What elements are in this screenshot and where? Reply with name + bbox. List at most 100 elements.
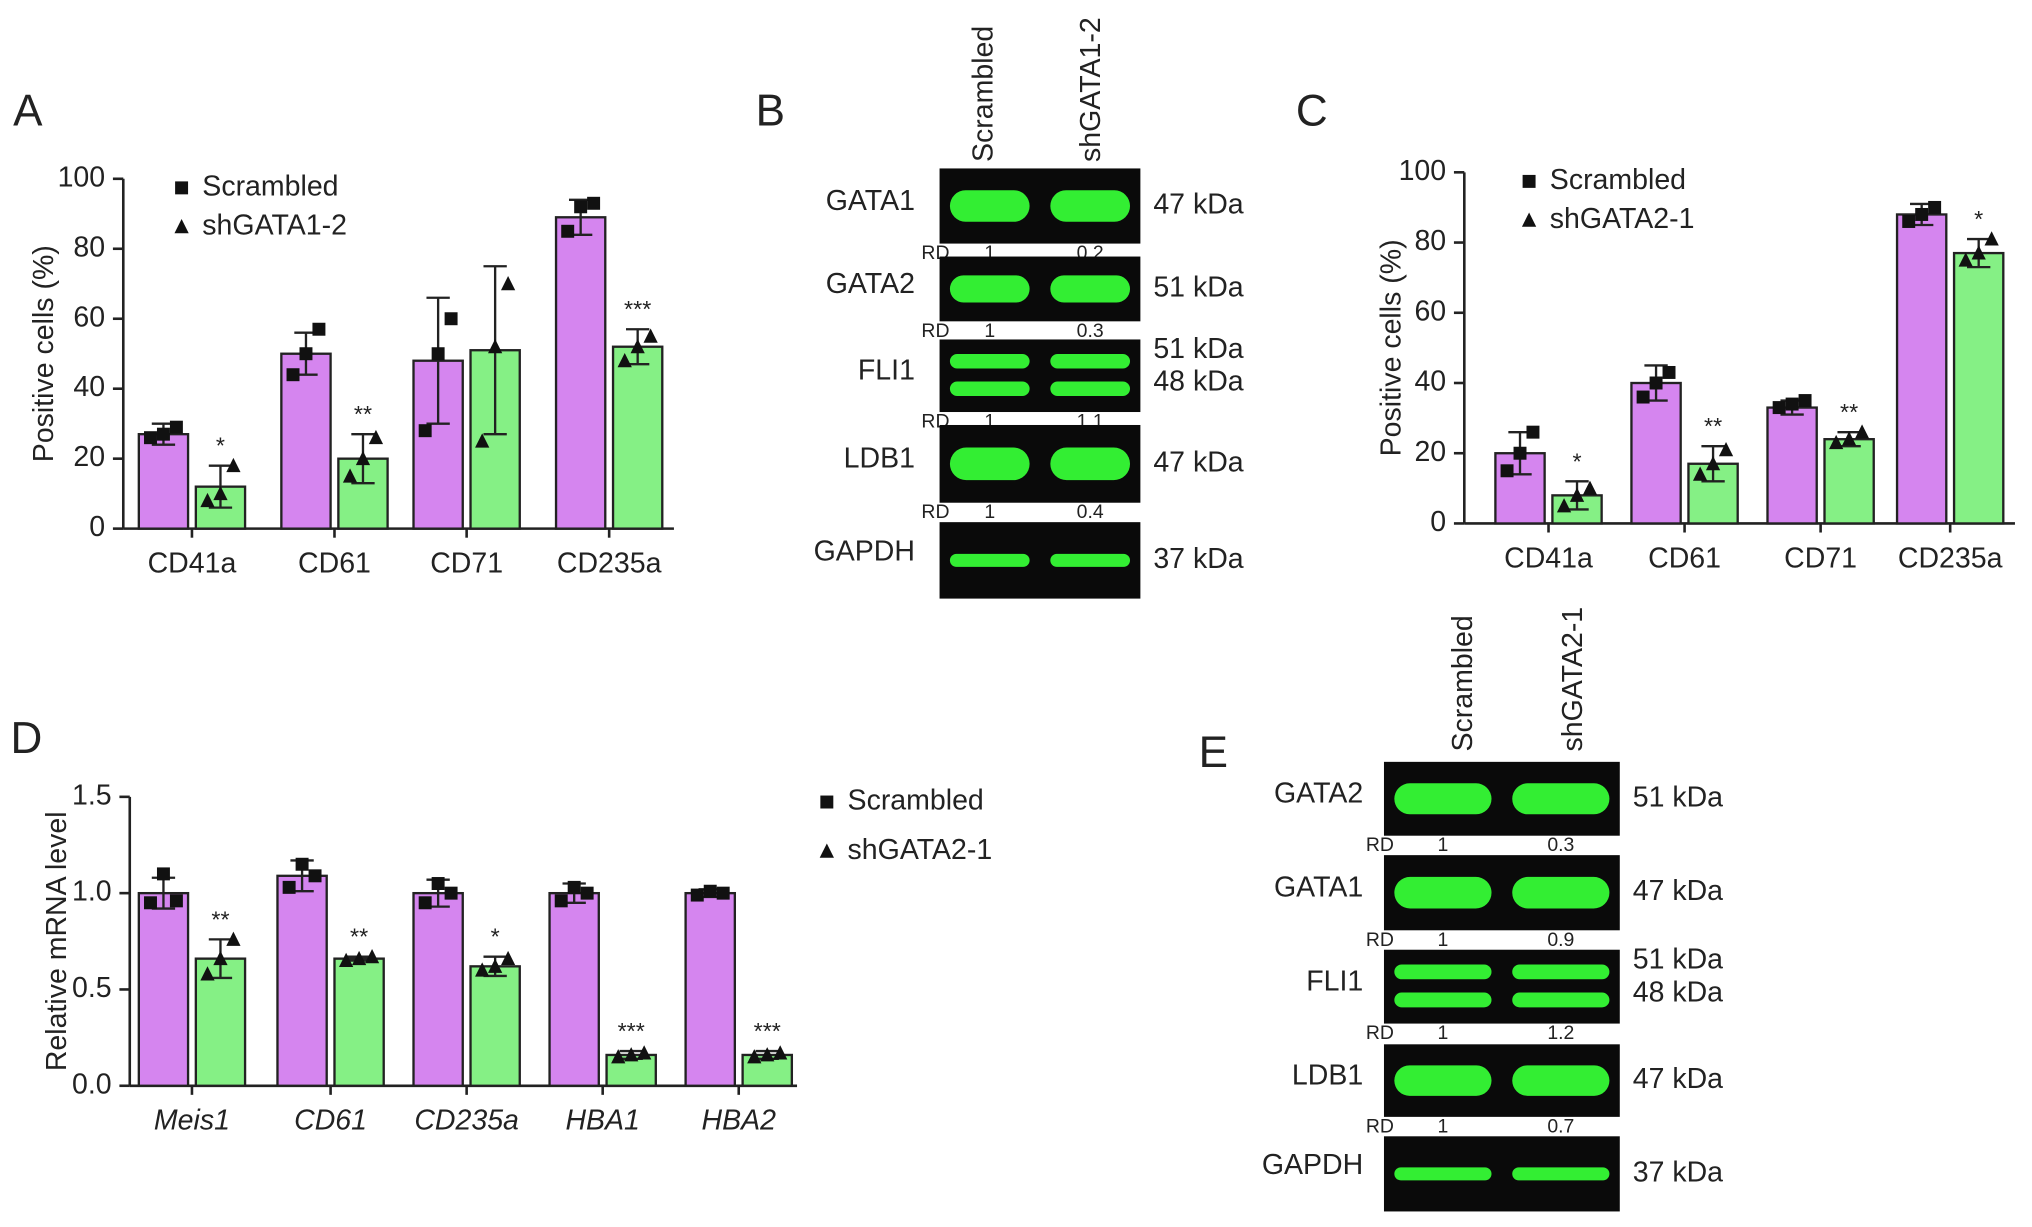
data-point xyxy=(643,328,658,343)
blot-band xyxy=(1050,553,1131,567)
y-tick-label: 1.5 xyxy=(72,779,112,811)
legend-label: Scrambled xyxy=(202,170,338,202)
data-point xyxy=(690,888,704,902)
blot-strip xyxy=(939,339,1141,413)
legend-label: Scrambled xyxy=(848,785,984,817)
blot-band xyxy=(1512,783,1610,815)
panel-letter: E xyxy=(1199,728,1228,777)
rd-value: 1 xyxy=(984,411,995,433)
data-point xyxy=(587,196,601,210)
data-point xyxy=(1928,200,1942,214)
x-tick-label: CD61 xyxy=(298,547,371,579)
kda-label: 37 kDa xyxy=(1633,1156,1723,1188)
rd-value: 0.3 xyxy=(1077,320,1104,342)
blot-band xyxy=(1394,1167,1492,1181)
x-tick-label: HBA2 xyxy=(701,1105,776,1137)
blot-band xyxy=(949,381,1030,397)
data-point xyxy=(500,950,516,966)
data-point xyxy=(1500,464,1514,478)
significance-label: ** xyxy=(1840,399,1858,425)
data-point xyxy=(226,457,241,473)
lane-label: Scrambled xyxy=(1447,615,1479,751)
blot-band xyxy=(949,353,1030,369)
legend-label: shGATA1-2 xyxy=(202,209,347,241)
data-point xyxy=(1705,455,1721,471)
y-tick-label: 0 xyxy=(89,511,105,543)
x-tick-label: CD61 xyxy=(294,1105,367,1137)
rd-value: 1 xyxy=(1438,1022,1449,1044)
data-point xyxy=(1513,446,1527,460)
protein-label: LDB1 xyxy=(1292,1059,1363,1091)
blot-band xyxy=(1394,992,1492,1008)
data-point xyxy=(773,1045,788,1060)
bar xyxy=(611,345,664,530)
data-point xyxy=(213,485,228,501)
x-tick-label: Meis1 xyxy=(154,1105,230,1137)
kda-label: 47 kDa xyxy=(1153,189,1243,221)
bar xyxy=(137,891,190,1087)
kda-label: 51 kDa xyxy=(1633,781,1723,813)
data-point xyxy=(1958,252,1973,267)
data-point xyxy=(1582,480,1598,495)
data-point xyxy=(295,857,309,871)
data-point xyxy=(156,427,170,441)
bar xyxy=(412,891,464,1087)
data-point xyxy=(431,877,445,890)
bar xyxy=(469,965,521,1087)
data-point xyxy=(1971,245,1986,260)
data-point xyxy=(561,224,575,238)
data-point xyxy=(418,896,432,910)
y-tick-label: 1.0 xyxy=(72,876,112,908)
data-point xyxy=(1772,401,1786,415)
significance-label: *** xyxy=(754,1018,781,1044)
blot-band xyxy=(1512,1065,1610,1096)
data-point xyxy=(144,431,157,445)
blot-band xyxy=(949,447,1030,481)
data-point xyxy=(488,958,503,973)
protein-label: FLI1 xyxy=(1306,965,1363,997)
significance-label: ** xyxy=(211,906,229,932)
panel-letter: C xyxy=(1296,87,1328,136)
blot-band xyxy=(949,275,1030,303)
blot-band xyxy=(949,553,1030,567)
data-point xyxy=(760,1047,775,1062)
y-tick-label: 80 xyxy=(1414,225,1446,257)
blot-band xyxy=(1394,964,1492,980)
y-axis-label: Relative mRNA level xyxy=(41,811,73,1071)
significance-label: * xyxy=(1974,206,1983,232)
kda-label: 48 kDa xyxy=(1153,366,1243,398)
protein-label: FLI1 xyxy=(858,355,915,387)
data-point xyxy=(1798,394,1812,408)
data-point xyxy=(286,368,300,382)
bar xyxy=(1952,251,2005,525)
data-point xyxy=(475,962,490,977)
legend-marker xyxy=(819,843,834,858)
bar xyxy=(548,891,600,1087)
legend-label: Scrambled xyxy=(1550,164,1686,196)
data-point xyxy=(169,894,183,908)
bar xyxy=(280,352,332,530)
data-point xyxy=(299,347,313,361)
bar xyxy=(554,216,607,530)
data-point xyxy=(1785,397,1799,411)
y-tick-label: 100 xyxy=(1399,155,1447,187)
legend-marker xyxy=(820,795,834,809)
protein-label: GATA2 xyxy=(826,268,915,300)
blot-band xyxy=(1512,964,1610,980)
significance-label: * xyxy=(216,433,225,459)
data-point xyxy=(213,950,228,966)
y-tick-label: 40 xyxy=(73,371,105,403)
rd-value: 0.4 xyxy=(1077,501,1104,523)
legend-marker xyxy=(175,181,189,195)
data-point xyxy=(368,429,384,445)
rd-value: 0.3 xyxy=(1547,834,1574,856)
legend-label: shGATA2-1 xyxy=(1550,203,1695,235)
data-point xyxy=(1902,215,1916,228)
data-point xyxy=(1718,441,1734,457)
significance-label: ** xyxy=(1704,413,1722,439)
kda-label: 48 kDa xyxy=(1633,977,1723,1009)
data-point xyxy=(169,420,183,434)
protein-label: GAPDH xyxy=(1262,1149,1363,1181)
